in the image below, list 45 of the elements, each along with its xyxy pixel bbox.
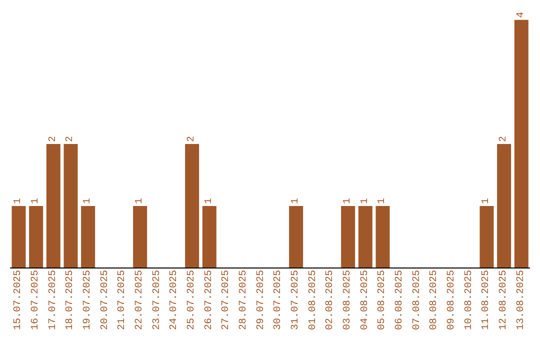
x-tick-label: 05.08.2025 [377, 270, 388, 330]
data-label: 1 [134, 198, 146, 204]
x-tick-label: 15.07.2025 [13, 270, 24, 330]
x-tick-label: 30.07.2025 [273, 270, 284, 330]
x-tick-label: 13.08.2025 [516, 270, 527, 330]
data-label: 1 [30, 198, 42, 204]
x-tick-label: 01.08.2025 [308, 270, 319, 330]
x-tick-label: 23.07.2025 [152, 270, 163, 330]
data-label: 1 [481, 198, 492, 204]
x-tick-label: 08.08.2025 [429, 270, 440, 330]
x-tick-label: 18.07.2025 [65, 270, 76, 330]
data-label: 2 [65, 136, 76, 142]
x-tick-label: 21.07.2025 [117, 270, 128, 330]
x-tick-label: 12.08.2025 [498, 270, 510, 330]
x-tick-label: 07.08.2025 [412, 270, 423, 330]
data-label: 1 [204, 198, 215, 204]
x-tick-label: 16.07.2025 [30, 270, 42, 330]
data-label: 1 [13, 198, 24, 204]
data-label: 1 [377, 198, 388, 204]
data-label: 1 [290, 198, 302, 204]
x-tick-label: 10.08.2025 [464, 270, 475, 330]
x-tick-label: 19.07.2025 [82, 270, 94, 330]
x-tick-label: 09.08.2025 [446, 270, 458, 330]
x-tick-label: 22.07.2025 [134, 270, 146, 330]
x-tick-label: 20.07.2025 [100, 270, 111, 330]
x-tick-label: 29.07.2025 [256, 270, 267, 330]
x-tick-label: 02.08.2025 [325, 270, 336, 330]
data-label: 2 [48, 136, 59, 142]
x-tick-label: 31.07.2025 [290, 270, 302, 330]
x-tick-label: 11.08.2025 [481, 270, 492, 330]
x-tick-label: 17.07.2025 [48, 270, 59, 330]
data-label: 1 [342, 198, 354, 204]
data-label: 4 [516, 12, 527, 18]
x-tick-label: 28.07.2025 [238, 270, 250, 330]
x-tick-label: 26.07.2025 [204, 270, 215, 330]
x-tick-label: 03.08.2025 [342, 270, 354, 330]
x-tick-label: 06.08.2025 [394, 270, 406, 330]
x-tick-label: 04.08.2025 [360, 270, 371, 330]
x-tick-label: 27.07.2025 [221, 270, 232, 330]
data-label: 2 [498, 136, 510, 142]
x-tick-label: 25.07.2025 [186, 270, 198, 330]
data-label: 2 [186, 136, 198, 142]
data-label: 1 [82, 198, 94, 204]
x-tick-label: 24.07.2025 [169, 270, 180, 330]
data-label: 1 [360, 198, 371, 204]
